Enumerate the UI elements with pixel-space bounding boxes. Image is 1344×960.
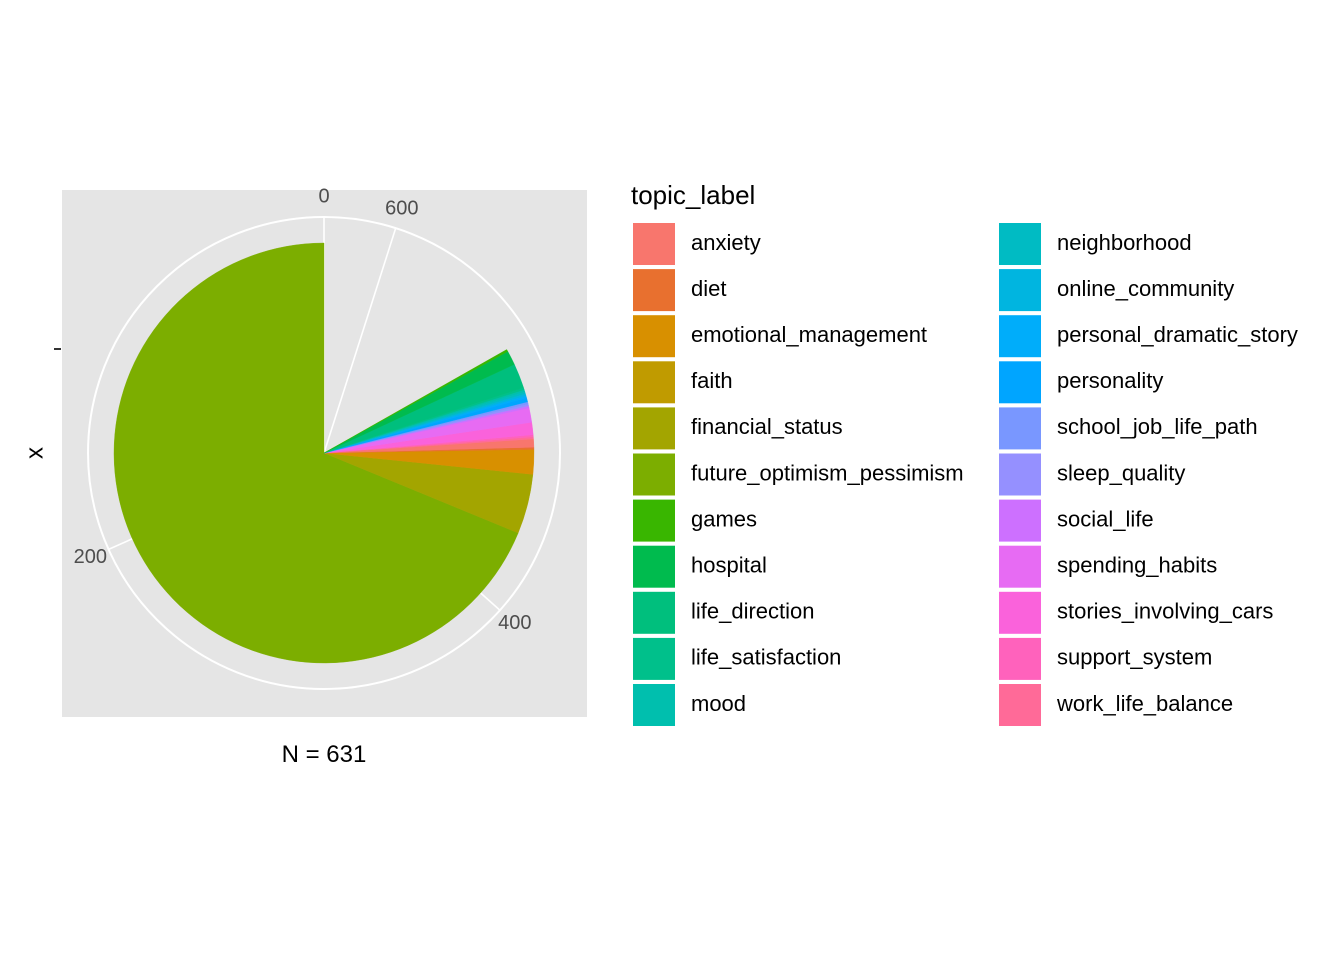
legend-item: life_direction [633,591,815,634]
legend-key [633,637,675,680]
legend-label: neighborhood [1057,230,1192,255]
legend-key [633,223,675,265]
legend-key [633,407,675,450]
legend-item: financial_status [633,407,843,450]
legend-label: life_satisfaction [691,645,841,670]
legend-label: games [691,506,757,531]
legend-key [999,315,1041,358]
legend-label: diet [691,276,726,301]
legend-item: sleep_quality [999,453,1185,496]
legend-item: stories_involving_cars [999,591,1273,634]
legend-key [633,269,675,312]
legend-item: school_job_life_path [999,407,1258,450]
legend-key [999,684,1041,726]
x-axis-title: N = 631 [282,741,367,768]
legend-key [633,315,675,358]
legend-label: personal_dramatic_story [1057,322,1298,347]
legend-label: support_system [1057,645,1212,670]
legend-item: personal_dramatic_story [999,315,1298,358]
legend-item: life_satisfaction [633,637,841,680]
legend-label: social_life [1057,506,1154,531]
legend-key [999,545,1041,588]
legend-key [633,684,675,726]
legend-item: neighborhood [999,223,1192,265]
grid-spoke [323,227,397,454]
legend-item: faith [633,361,733,404]
legend-title: topic_label [631,180,755,210]
legend-label: life_direction [691,599,815,624]
legend-label: anxiety [691,230,761,255]
legend-item: anxiety [633,223,761,265]
legend-key [633,545,675,588]
legend-label: school_job_life_path [1057,414,1258,439]
radial-tick-label: 0 [318,185,329,207]
legend-label: emotional_management [691,322,927,347]
legend-label: spending_habits [1057,553,1217,578]
legend-key [999,499,1041,542]
legend-label: sleep_quality [1057,460,1185,485]
legend-key [999,637,1041,680]
legend-label: work_life_balance [1056,691,1233,716]
legend-item: social_life [999,499,1154,542]
legend-key [999,223,1041,265]
legend-item: spending_habits [999,545,1217,588]
legend-key [633,499,675,542]
legend-label: hospital [691,553,767,578]
radial-tick-label: 400 [498,612,531,634]
radial-tick-label: 600 [385,197,418,219]
legend-key [999,407,1041,450]
legend-label: future_optimism_pessimism [691,460,964,485]
legend-key [633,361,675,404]
legend-label: faith [691,368,733,393]
legend-key [999,361,1041,404]
legend-item: personality [999,361,1163,404]
legend-key [633,591,675,634]
pie-slice-games [323,349,509,454]
legend-item: support_system [999,637,1212,680]
legend-item: work_life_balance [999,684,1233,726]
legend-label: personality [1057,368,1163,393]
legend-label: online_community [1057,276,1234,301]
radial-tick-label: 200 [74,546,107,568]
legend-item: mood [633,684,746,726]
legend-label: financial_status [691,414,843,439]
legend-key [999,453,1041,496]
pie-slice-future-optimism-pessimism [113,242,519,664]
radial-ticks: 0 200 400 600 [74,185,532,634]
legend-key [999,269,1041,312]
pie-slices [113,242,535,664]
legend-item: emotional_management [633,315,927,358]
legend-item: online_community [999,269,1234,312]
legend-label: mood [691,691,746,716]
legend-key [999,591,1041,634]
legend-label: stories_involving_cars [1057,599,1273,624]
legend-item: diet [633,269,726,312]
legend-item: future_optimism_pessimism [633,453,964,496]
y-axis-title: x [21,447,48,459]
legend-item: games [633,499,757,542]
legend-item: hospital [633,545,767,588]
legend-key [633,453,675,496]
